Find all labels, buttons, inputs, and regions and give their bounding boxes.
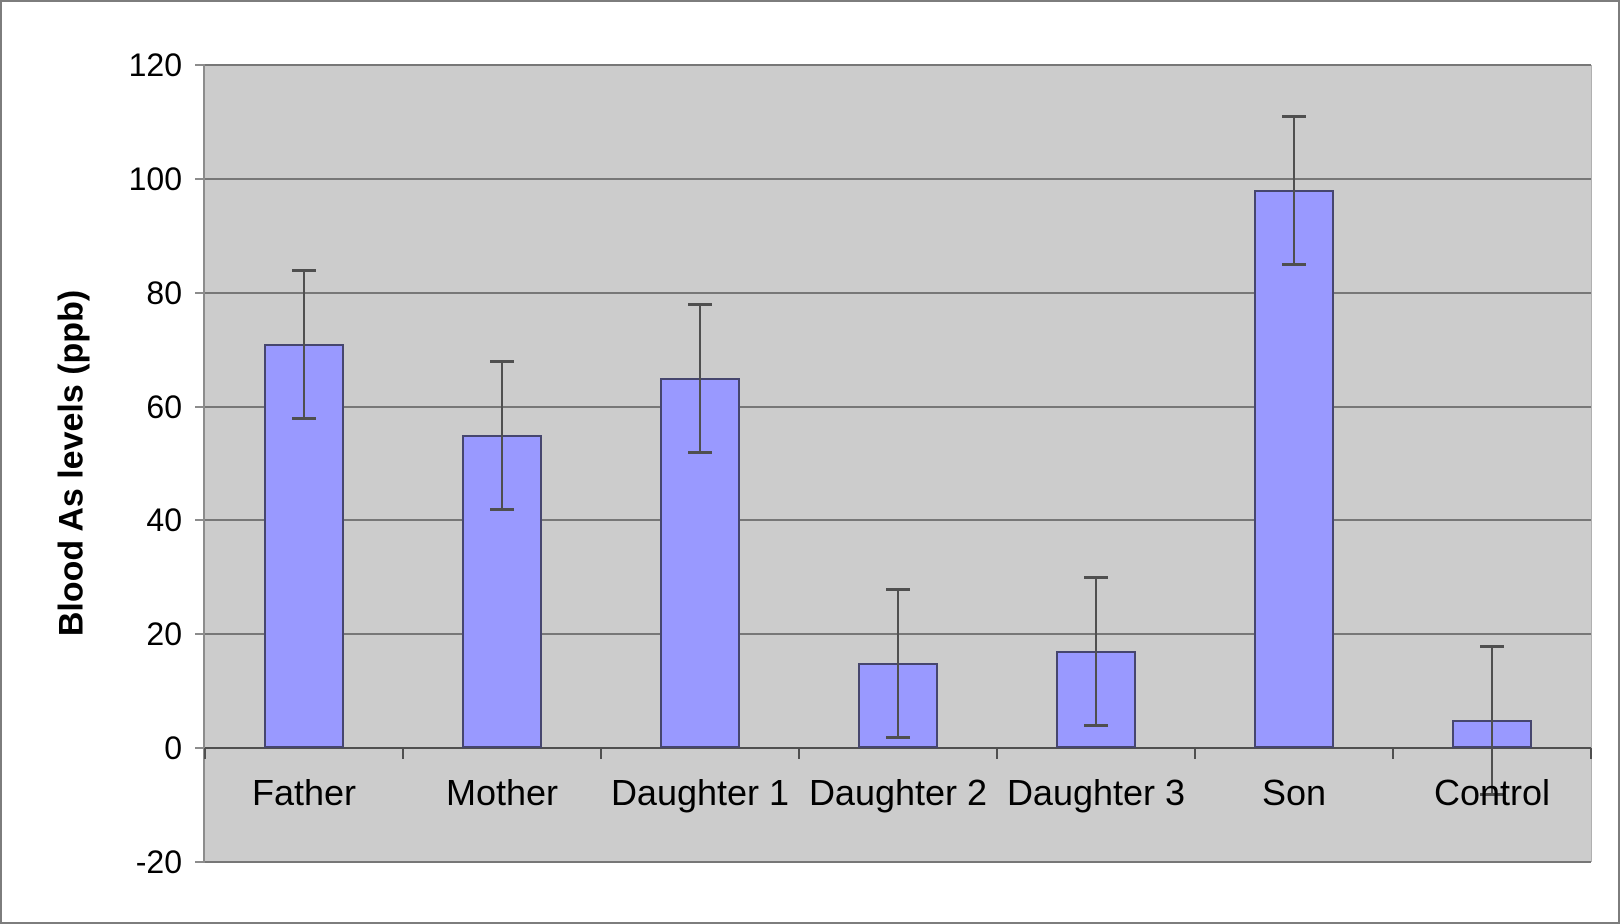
y-axis-tick-label-20: 20: [146, 616, 182, 653]
y-axis-tick-label-80: 80: [146, 274, 182, 311]
error-bar-cap-bottom-mother: [490, 508, 514, 512]
error-bar-cap-top-son: [1282, 115, 1306, 119]
y-axis-tick-80: [195, 291, 205, 294]
error-bar-cap-top-father: [292, 268, 316, 272]
y-axis-tick-label-100: 100: [128, 160, 182, 197]
error-bar-cap-top-mother: [490, 360, 514, 364]
error-bar-cap-bottom-control: [1480, 792, 1504, 796]
x-axis-tick-1: [402, 748, 404, 760]
error-bar-line-daughter-2: [897, 588, 899, 737]
y-axis-tick-label--20: -20: [135, 844, 182, 880]
error-bar-line-daughter-3: [1095, 577, 1097, 726]
x-axis-label-father: Father: [251, 772, 357, 814]
x-axis-tick-0: [204, 748, 206, 760]
y-axis-tick-label-40: 40: [146, 502, 182, 539]
x-axis-label-control: Control: [1433, 772, 1551, 814]
y-axis-tick-20: [195, 633, 205, 636]
error-bar-cap-bottom-daughter-2: [886, 735, 910, 739]
x-axis-tick-2: [600, 748, 602, 760]
error-bar-cap-top-control: [1480, 644, 1504, 648]
y-axis-tick-label-120: 120: [128, 47, 182, 83]
x-axis-tick-3: [798, 748, 800, 760]
error-bar-line-daughter-1: [699, 304, 701, 453]
x-axis-tick-5: [1194, 748, 1196, 760]
error-bar-cap-bottom-daughter-3: [1084, 724, 1108, 728]
error-bar-cap-bottom-daughter-1: [688, 451, 712, 455]
y-axis-tick--20: [195, 861, 205, 863]
gridline-120: [205, 64, 1591, 66]
x-axis-tick-6: [1392, 748, 1394, 760]
gridline-60: [205, 405, 1591, 408]
error-bar-line-mother: [501, 361, 503, 510]
bar-son: [1254, 190, 1334, 749]
x-axis-label-daughter-2: Daughter 2: [808, 772, 988, 814]
x-axis-tick-7: [1590, 748, 1592, 760]
x-axis-label-daughter-1: Daughter 1: [610, 772, 790, 814]
gridline-80: [205, 291, 1591, 294]
y-axis-tick-40: [195, 519, 205, 522]
x-axis-label-daughter-3: Daughter 3: [1006, 772, 1186, 814]
y-axis-tick-120: [195, 64, 205, 66]
x-axis-label-son: Son: [1261, 772, 1327, 814]
error-bar-line-father: [303, 269, 305, 418]
y-axis-tick-label-0: 0: [164, 730, 182, 767]
gridline-100: [205, 177, 1591, 180]
error-bar-line-son: [1293, 116, 1295, 265]
x-axis-tick-4: [996, 748, 998, 760]
gridline-40: [205, 519, 1591, 522]
error-bar-cap-top-daughter-3: [1084, 576, 1108, 580]
y-axis-tick-100: [195, 177, 205, 180]
error-bar-line-control: [1491, 645, 1493, 794]
x-axis-label-mother: Mother: [445, 772, 559, 814]
error-bar-cap-top-daughter-1: [688, 303, 712, 307]
error-bar-cap-bottom-father: [292, 416, 316, 420]
error-bar-cap-bottom-son: [1282, 263, 1306, 267]
y-axis-tick-60: [195, 405, 205, 408]
y-axis-tick-label-60: 60: [146, 388, 182, 425]
y-axis-tick-0: [195, 747, 205, 750]
y-axis-line: [203, 65, 205, 863]
gridline--20: [205, 861, 1591, 863]
error-bar-cap-top-daughter-2: [886, 587, 910, 591]
category-axis-line: [205, 747, 1591, 750]
